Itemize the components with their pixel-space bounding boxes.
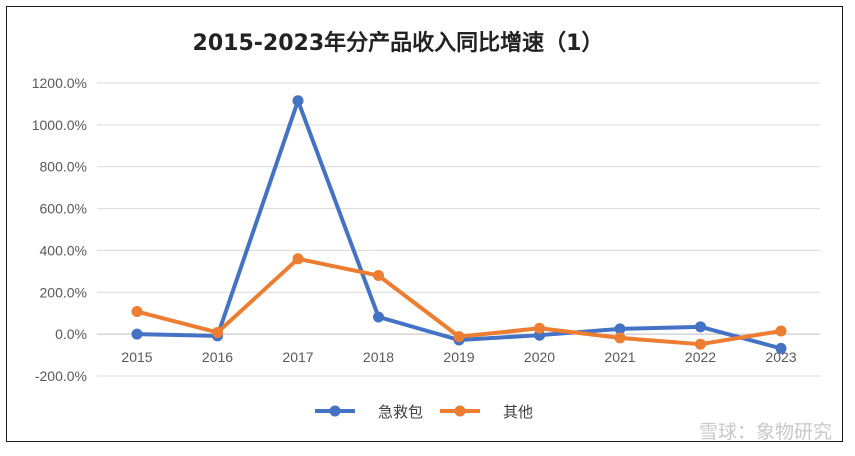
x-tick-label: 2015 <box>121 349 152 365</box>
data-point <box>373 311 384 323</box>
y-tick-label: 600.0% <box>40 201 87 217</box>
data-point <box>775 325 787 337</box>
data-point <box>131 306 143 318</box>
legend-label-1: 其他 <box>503 403 533 421</box>
x-tick-label: 2019 <box>443 349 474 365</box>
data-point <box>614 323 626 335</box>
series-line-0 <box>135 98 783 351</box>
data-point <box>292 253 304 265</box>
data-point <box>614 332 626 344</box>
y-tick-label: 0.0% <box>55 326 87 342</box>
x-tick-label: 2018 <box>363 349 394 365</box>
data-point <box>695 321 706 333</box>
legend-marker-0 <box>329 405 341 417</box>
legend-label-0: 急救包 <box>378 403 423 421</box>
chart-title: 2015-2023年分产品收入同比增速（1） <box>193 30 604 56</box>
x-tick-label: 2017 <box>282 349 313 365</box>
x-tick-label: 2023 <box>765 349 796 365</box>
x-tick-label: 2020 <box>524 349 555 365</box>
y-tick-label: -200.0% <box>35 368 87 384</box>
data-point <box>292 95 304 107</box>
y-tick-label: 800.0% <box>40 159 87 175</box>
x-tick-label: 2016 <box>202 349 233 365</box>
data-point <box>212 326 223 338</box>
y-tick-label: 200.0% <box>40 284 87 300</box>
watermark: 雪球：象物研究 <box>699 421 832 443</box>
x-axis-ticks: 2015 2016 2017 2018 2019 2020 2021 2022 2023 <box>121 349 796 365</box>
y-axis-ticks: -200.0% 0.0% 200.0% 400.0% 600.0% 800.0% 1000.… <box>32 75 87 384</box>
y-tick-label: 400.0% <box>40 242 87 258</box>
y-tick-label: 1000.0% <box>32 117 87 133</box>
data-point <box>534 322 545 334</box>
data-point <box>453 331 465 343</box>
series-group <box>131 95 787 354</box>
data-point <box>131 328 143 340</box>
chart-frame <box>6 6 843 442</box>
data-point <box>695 338 706 350</box>
x-tick-label: 2021 <box>604 349 635 365</box>
legend: 急救包 其他 <box>315 403 533 421</box>
y-tick-label: 1200.0% <box>32 75 87 91</box>
data-point <box>775 342 787 354</box>
x-tick-label: 2022 <box>685 349 716 365</box>
legend-marker-1 <box>454 405 466 417</box>
data-point <box>373 270 384 282</box>
